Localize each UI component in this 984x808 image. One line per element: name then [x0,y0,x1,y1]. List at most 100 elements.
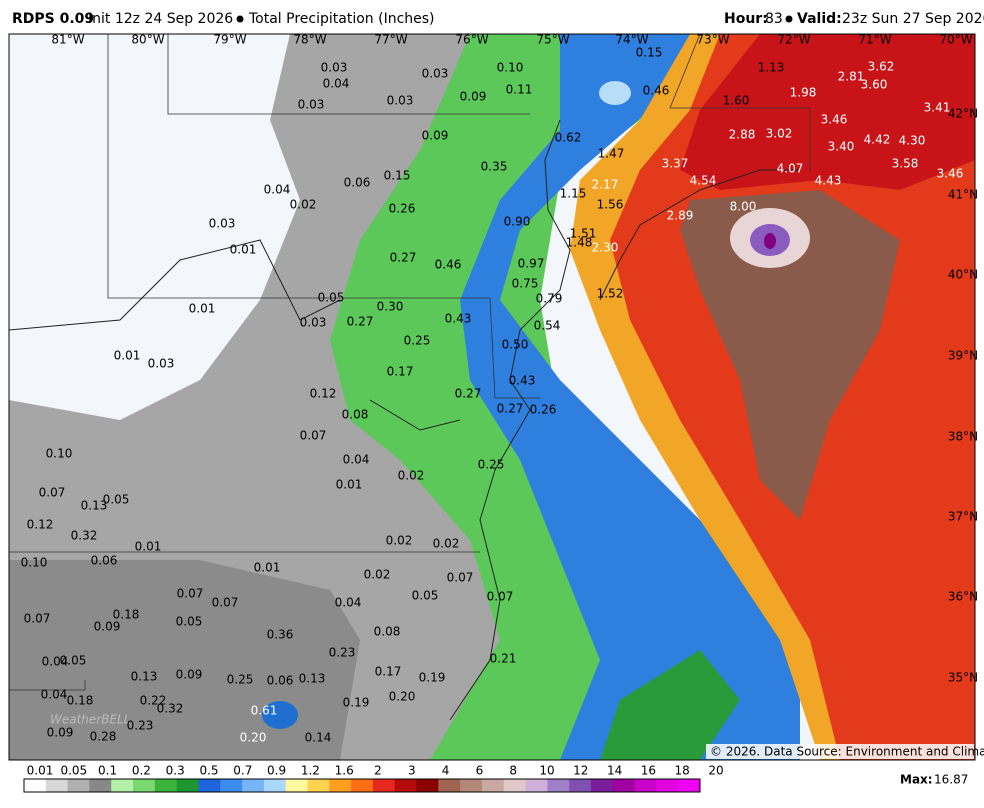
map-label: 0.12 [310,387,337,401]
credit: © 2026. Data Source: Environment and Cli… [710,745,984,759]
map-label: 0.09 [94,620,121,634]
map-label: 0.27 [455,387,482,401]
light-blue-spot [599,81,631,105]
colorbar-cell [45,779,69,792]
colorbar-cell [460,779,483,792]
map: WeatherBELL [9,34,975,760]
map-label: 0.08 [374,625,401,639]
map-label: 0.04 [41,688,68,702]
map-label: 0.25 [478,458,505,472]
colorbar-label: 20 [708,764,723,778]
map-label: 0.22 [140,694,167,708]
latitude-label: 37°N [948,510,978,524]
longitude-label: 78°W [293,33,326,47]
map-label: 0.07 [487,590,514,604]
colorbar-label: 0.01 [27,764,54,778]
map-label: 4.42 [864,133,891,147]
map-label: 0.01 [189,302,216,316]
map-label: 3.41 [924,101,951,115]
map-label: 0.27 [497,402,524,416]
colorbar-label: 10 [539,764,554,778]
map-label: 0.46 [435,258,462,272]
map-label: 0.04 [335,596,362,610]
map-label: 1.56 [597,198,624,212]
colorbar-label: 0.1 [98,764,117,778]
map-label: 0.05 [176,615,203,629]
latitude-label: 41°N [948,188,978,202]
model: RDPS 0.09 [12,11,94,27]
hour-label: Hour: [724,11,768,27]
map-label: 0.97 [518,257,545,271]
map-label: 0.05 [103,493,130,507]
map-label: 2.88 [729,128,756,142]
map-label: 0.03 [298,98,325,112]
longitude-label: 74°W [615,33,648,47]
colorbar-cell [503,779,527,792]
colorbar-label: 0.2 [132,764,151,778]
map-label: 3.02 [766,127,793,141]
colorbar-label: 0.3 [166,764,185,778]
colorbar-cell [416,779,439,792]
longitude-label: 77°W [374,33,407,47]
map-label: 0.19 [419,671,446,685]
map-label: 1.15 [560,187,587,201]
map-label: 0.43 [445,312,472,326]
map-label: 0.01 [135,540,162,554]
longitude-label: 75°W [536,33,569,47]
colorbar-cell [89,779,112,792]
valid: 23z Sun 27 Sep 2026 [842,11,984,27]
map-label: 0.02 [290,198,317,212]
map-label: 0.04 [343,453,370,467]
map-label: 0.06 [344,176,371,190]
colorbar-cell [329,779,352,792]
map-label: 3.37 [662,157,689,171]
map-label: 0.07 [24,612,51,626]
map-label: 0.07 [300,429,327,443]
map-label: 0.03 [422,67,449,81]
colorbar-label: 3 [408,764,416,778]
map-label: 0.05 [60,654,87,668]
map-label: 0.09 [422,129,449,143]
max: 16.87 [934,773,968,787]
latitude-label: 36°N [948,590,978,604]
map-label: 0.62 [555,131,582,145]
blue-band [460,34,800,760]
map-label: 0.01 [230,243,257,257]
map-label: 0.03 [209,217,236,231]
colorbar-label: 0.7 [233,764,252,778]
map-label: 0.15 [636,46,663,60]
colorbar-cell [678,779,701,792]
colorbar-label: 0.5 [199,764,218,778]
latitude-label: 38°N [948,430,978,444]
colorbar-cell [220,779,243,792]
colorbar-cell [154,779,178,792]
map-label: 0.19 [343,696,370,710]
init: Init 12z 24 Sep 2026 [88,11,233,27]
colorbar-label: 0.05 [60,764,87,778]
map-label: 1.13 [758,61,785,75]
colorbar-label: 1.6 [335,764,354,778]
map-label: 1.48 [566,236,593,250]
map-label: 0.02 [364,568,391,582]
map-label: 0.01 [336,478,363,492]
hour: 83 [765,11,783,27]
blue-spot [262,701,298,729]
map-label: 0.23 [127,719,154,733]
max-label: Max: [900,773,933,787]
colorbar-cell [133,779,156,792]
map-label: 0.07 [212,596,239,610]
colorbar-cell [634,779,657,792]
map-label: 0.09 [176,668,203,682]
map-label: 0.02 [398,469,425,483]
colorbar-cell [242,779,265,792]
map-label: 0.10 [497,61,524,75]
map-label: 0.11 [506,83,533,97]
map-label: 1.52 [597,287,624,301]
colorbar-cell [372,779,396,792]
map-label: 1.60 [723,94,750,108]
dot [785,15,793,23]
max-core [764,233,776,249]
map-label: 0.01 [254,561,281,575]
map-label: 0.03 [148,357,175,371]
